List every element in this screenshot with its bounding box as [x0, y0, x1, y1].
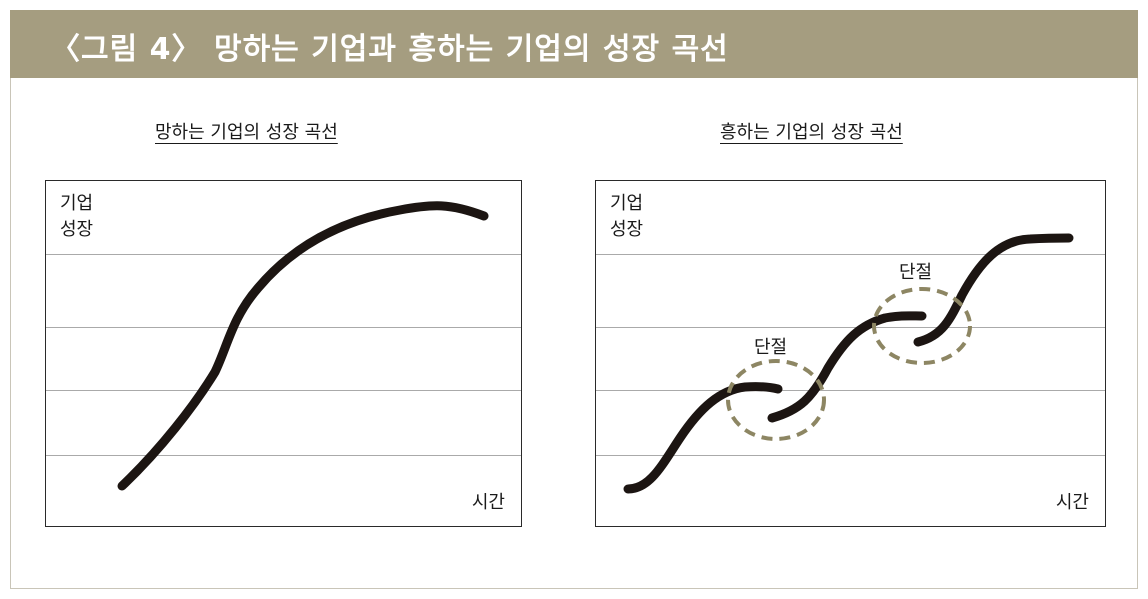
- right-panel-title: 흥하는 기업의 성장 곡선: [720, 122, 903, 143]
- y-label-line2: 성장: [610, 219, 644, 240]
- left-panel-title: 망하는 기업의 성장 곡선: [155, 122, 338, 143]
- growth-curve-segment-1: [623, 382, 783, 494]
- right-x-axis-label: 시간: [1055, 492, 1089, 513]
- left-x-axis-label: 시간: [471, 492, 505, 513]
- gridline: [596, 455, 1105, 456]
- gridline: [596, 327, 1105, 328]
- figure-header: 〈그림 4〉 망하는 기업과 흥하는 기업의 성장 곡선: [10, 10, 1138, 78]
- annotation-break-2: 단절: [899, 262, 933, 283]
- gridline: [46, 455, 521, 456]
- annotation-break-1: 단절: [754, 337, 788, 358]
- discontinuity-circle-1: [726, 359, 826, 441]
- growth-curve-segment-3: [913, 233, 1074, 347]
- left-chart: 기업 성장 시간: [45, 180, 522, 527]
- declining-growth-curve: [117, 201, 489, 491]
- gridline: [596, 254, 1105, 255]
- y-label-line1: 기업: [60, 193, 94, 214]
- gridline: [46, 254, 521, 255]
- gridline: [596, 390, 1105, 391]
- gridline: [46, 327, 521, 328]
- left-y-axis-label: 기업 성장: [60, 191, 120, 243]
- y-label-line2: 성장: [60, 219, 94, 240]
- growth-curve-segment-2: [767, 311, 927, 423]
- discontinuity-circle-2: [872, 287, 972, 365]
- gridline: [46, 390, 521, 391]
- y-label-line1: 기업: [610, 193, 644, 214]
- figure-title: 〈그림 4〉 망하는 기업과 흥하는 기업의 성장 곡선: [50, 32, 729, 67]
- right-y-axis-label: 기업 성장: [610, 191, 670, 243]
